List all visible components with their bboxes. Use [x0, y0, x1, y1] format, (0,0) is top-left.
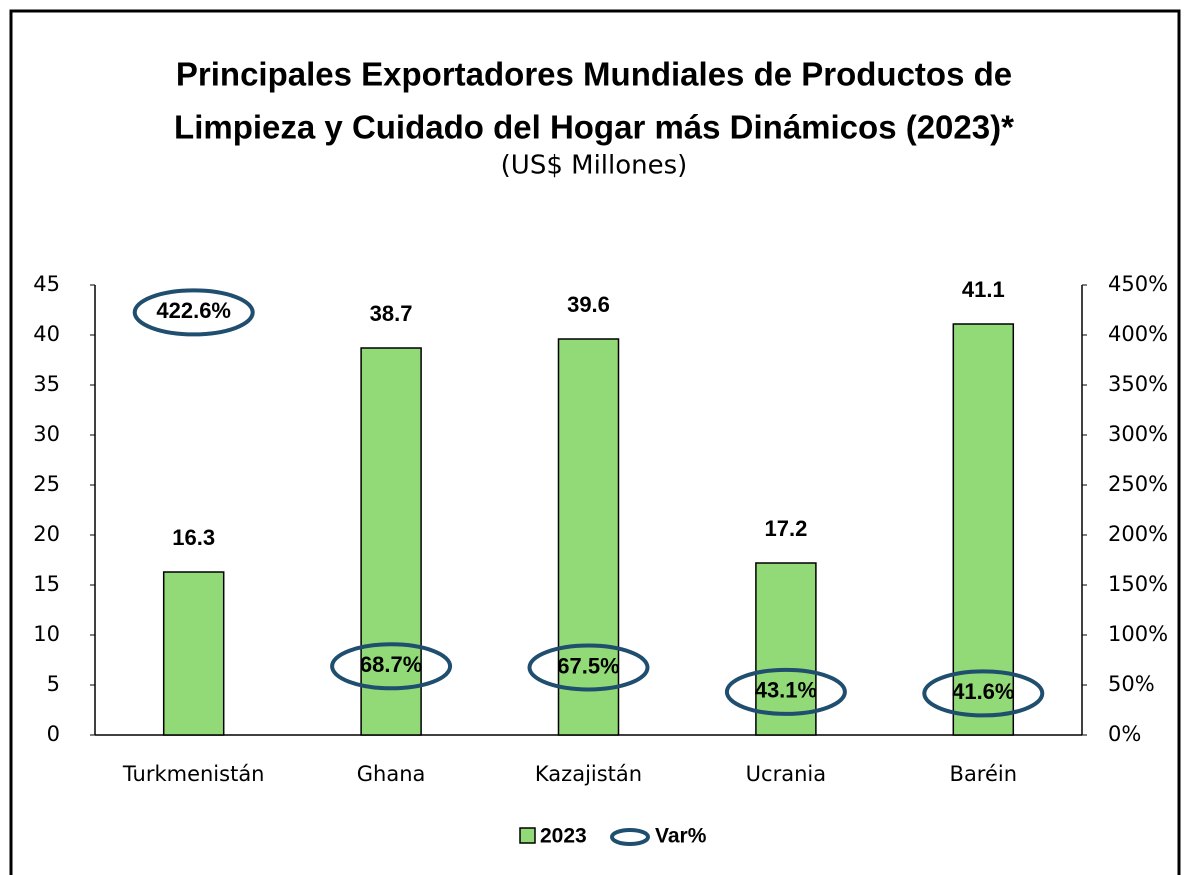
y-tick-label: 0: [47, 722, 60, 746]
var-marker: [132, 288, 255, 337]
x-tick-label: Turkmenistán: [122, 762, 265, 786]
y-tick-label: 10: [33, 622, 60, 646]
legend-label: Var%: [655, 825, 707, 848]
y-tick-label: 45: [33, 272, 60, 296]
y-tick-label: 20: [33, 522, 60, 546]
x-tick-label: Ghana: [357, 762, 426, 786]
x-tick-label: Kazajistán: [535, 762, 642, 786]
legend-swatch: [610, 828, 650, 846]
y-tick-label: 25: [33, 472, 60, 496]
data-label: 16.3: [172, 525, 215, 550]
y-tick-label: 30: [33, 422, 60, 446]
y2-tick-label: 100%: [1108, 622, 1168, 646]
data-label: 41.1: [962, 277, 1005, 302]
data-label: 43.1%: [755, 678, 817, 703]
y-tick-label: 40: [33, 322, 60, 346]
x-tick-label: Baréin: [950, 762, 1018, 786]
data-label: 17.2: [764, 516, 807, 541]
y2-tick-label: 150%: [1108, 572, 1168, 596]
data-label: 68.7%: [360, 652, 422, 677]
y2-tick-label: 400%: [1108, 322, 1168, 346]
bar: [952, 323, 1015, 736]
bar: [755, 562, 817, 736]
var-marker: [527, 643, 650, 692]
var-marker: [922, 669, 1045, 718]
legend-swatch: [519, 827, 536, 844]
data-label: 39.6: [567, 292, 610, 317]
bar: [162, 571, 225, 736]
y2-tick-label: 0%: [1108, 722, 1141, 746]
y-tick-label: 15: [33, 572, 60, 596]
y-tick-label: 35: [33, 372, 60, 396]
legend-label: 2023: [540, 825, 587, 848]
data-label: 38.7: [370, 301, 413, 326]
var-marker: [724, 667, 847, 716]
chart-title: Limpieza y Cuidado del Hogar más Dinámic…: [174, 109, 1014, 146]
y2-tick-label: 300%: [1108, 422, 1168, 446]
y2-tick-label: 450%: [1108, 272, 1168, 296]
y2-tick-label: 200%: [1108, 522, 1168, 546]
data-label: 41.6%: [952, 679, 1014, 704]
bar: [557, 338, 620, 736]
y2-tick-label: 250%: [1108, 472, 1168, 496]
y-tick-label: 5: [47, 672, 60, 696]
chart-subtitle: (US$ Millones): [501, 151, 688, 181]
data-label: 422.6%: [156, 298, 231, 323]
x-tick-label: Ucrania: [746, 762, 826, 786]
chart-title: Principales Exportadores Mundiales de Pr…: [176, 56, 1012, 93]
bar: [360, 347, 422, 736]
y2-tick-label: 350%: [1108, 372, 1168, 396]
data-label: 67.5%: [557, 653, 619, 678]
y2-tick-label: 50%: [1108, 672, 1155, 696]
chart-frame: [9, 9, 1181, 875]
var-marker: [330, 642, 453, 691]
